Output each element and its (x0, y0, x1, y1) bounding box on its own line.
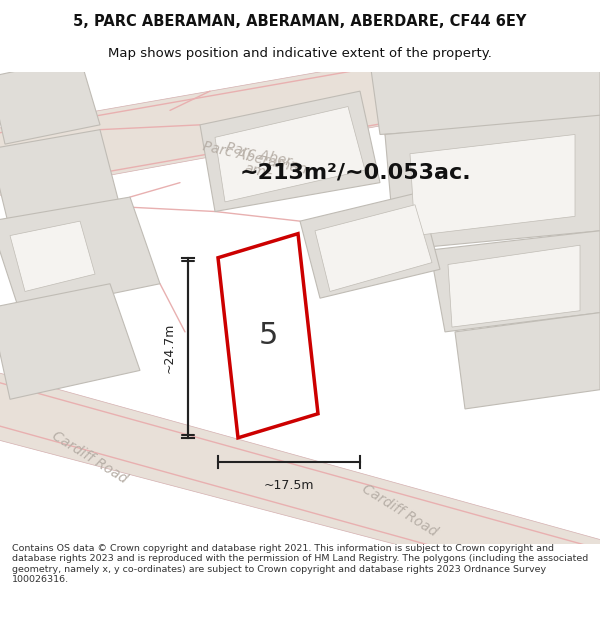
Text: Map shows position and indicative extent of the property.: Map shows position and indicative extent… (108, 48, 492, 61)
Polygon shape (200, 91, 380, 211)
Text: Cardiff Road: Cardiff Road (360, 481, 440, 539)
Polygon shape (0, 197, 160, 312)
Polygon shape (0, 58, 100, 144)
Polygon shape (370, 43, 600, 134)
Polygon shape (0, 14, 600, 197)
Polygon shape (385, 115, 600, 250)
Polygon shape (0, 284, 140, 399)
Polygon shape (448, 245, 580, 327)
Polygon shape (10, 221, 95, 291)
Polygon shape (0, 371, 600, 611)
Text: ~24.7m: ~24.7m (163, 322, 176, 373)
Text: ~17.5m: ~17.5m (264, 479, 314, 492)
Polygon shape (215, 106, 365, 202)
Text: ~213m²/~0.053ac.: ~213m²/~0.053ac. (240, 163, 472, 183)
Polygon shape (430, 231, 600, 332)
Text: Contains OS data © Crown copyright and database right 2021. This information is : Contains OS data © Crown copyright and d… (12, 544, 588, 584)
Text: 5: 5 (259, 321, 278, 350)
Polygon shape (218, 234, 318, 438)
Text: Parc Aber–
am–: Parc Aber– am– (220, 140, 299, 186)
Polygon shape (0, 129, 120, 231)
Polygon shape (410, 134, 575, 236)
Polygon shape (300, 192, 440, 298)
Polygon shape (315, 205, 432, 291)
Text: Parc Aberaman: Parc Aberaman (202, 140, 308, 177)
Text: 5, PARC ABERAMAN, ABERAMAN, ABERDARE, CF44 6EY: 5, PARC ABERAMAN, ABERAMAN, ABERDARE, CF… (73, 14, 527, 29)
Text: Cardiff Road: Cardiff Road (50, 428, 130, 486)
Polygon shape (455, 312, 600, 409)
